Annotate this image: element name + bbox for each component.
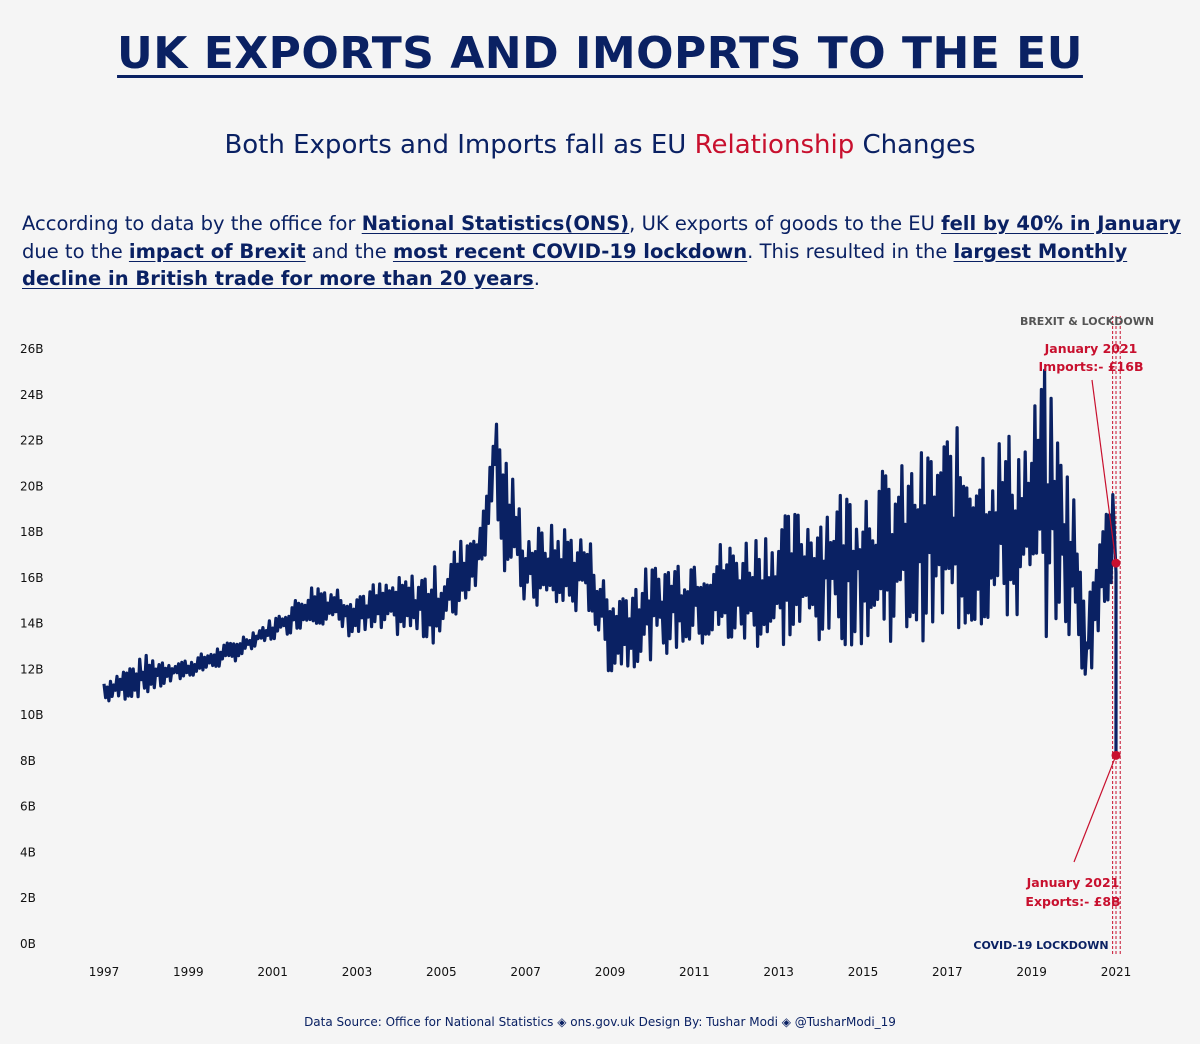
covid-lockdown-label: COVID-19 LOCKDOWN [973, 939, 1108, 952]
intro-emphasis-brexit: impact of Brexit [128, 239, 306, 263]
intro-text: . [533, 267, 540, 290]
series-line [102, 368, 1118, 756]
imports-leader-line [1091, 379, 1117, 564]
y-tick-label: 14B [20, 617, 44, 631]
y-tick-label: 12B [20, 662, 44, 676]
exports-annotation-line1: January 2021 [1026, 875, 1120, 890]
intro-emphasis-fall: fell by 40% in January [941, 212, 1181, 235]
intro-paragraph: According to data by the office for Nati… [22, 210, 1182, 293]
footer-credits: Data Source: Office for National Statist… [304, 1015, 896, 1029]
exports-point [1111, 750, 1121, 760]
x-tick-label: 2007 [510, 965, 541, 979]
x-tick-label: 2005 [426, 965, 457, 979]
series-line-path [102, 368, 1118, 756]
y-tick-label: 16B [20, 571, 44, 585]
y-tick-label: 8B [20, 754, 36, 768]
intro-emphasis-ons: National Statistics(ONS) [361, 212, 630, 235]
y-tick-label: 0B [20, 937, 36, 951]
imports-point [1111, 558, 1121, 568]
y-tick-label: 26B [20, 342, 44, 356]
y-tick-label: 20B [20, 479, 44, 493]
x-tick-label: 1999 [173, 965, 204, 979]
y-tick-label: 24B [20, 388, 44, 402]
y-tick-label: 6B [20, 800, 36, 814]
x-tick-label: 2017 [932, 965, 963, 979]
exports-leader-line [1073, 755, 1117, 863]
imports-annotation-line2: Imports:- £16B [1039, 359, 1144, 374]
intro-text: due to the [22, 239, 129, 263]
x-tick-label: 2001 [257, 965, 288, 979]
x-tick-label: 2015 [848, 965, 879, 979]
x-tick-label: 2011 [679, 965, 710, 979]
intro-text: . This resulted in the [747, 239, 954, 263]
y-tick-label: 2B [20, 891, 36, 905]
y-axis: 0B 2B 4B 6B 8B 10B 12B 14B 16B 18B 20B 22B 24B 26B [20, 342, 44, 951]
intro-emphasis-lockdown: most recent COVID-19 lockdown [392, 239, 748, 263]
imports-annotation-line1: January 2021 [1044, 341, 1138, 356]
chart-subtitle: Both Exports and Imports fall as EU Rela… [0, 130, 1200, 160]
trade-line-chart: 0B 2B 4B 6B 8B 10B 12B 14B 16B 18B 20B 22B 24B 26B 19… [20, 315, 1154, 979]
subtitle-text: Both Exports and Imports fall as EU [224, 130, 695, 160]
y-tick-label: 10B [20, 708, 44, 722]
y-tick-label: 22B [20, 434, 44, 448]
intro-text: According to data by the office for [22, 212, 362, 235]
intro-text: and the [305, 239, 393, 263]
brexit-lockdown-label: BREXIT & LOCKDOWN [1020, 315, 1154, 328]
reference-lines [1112, 316, 1121, 955]
x-tick-label: 2013 [763, 965, 794, 979]
subtitle-text-end: Changes [854, 130, 976, 160]
y-tick-label: 18B [20, 525, 44, 539]
annotations: BREXIT & LOCKDOWN January 2021 Imports:- £… [973, 315, 1154, 952]
x-tick-label: 1997 [89, 965, 120, 979]
x-tick-label: 2003 [342, 965, 373, 979]
chart-title: UK EXPORTS AND IMOPRTS TO THE EU [117, 28, 1083, 79]
x-tick-label: 2021 [1101, 965, 1132, 979]
intro-text: , UK exports of goods to the EU [629, 212, 942, 235]
subtitle-highlight: Relationship [694, 130, 855, 160]
x-axis: 1997 1999 2001 2003 2005 2007 2009 2011 2013 2015… [89, 965, 1132, 979]
exports-annotation-line2: Exports:- £8B [1025, 894, 1120, 909]
x-tick-label: 2019 [1016, 965, 1047, 979]
y-tick-label: 4B [20, 845, 36, 859]
x-tick-label: 2009 [595, 965, 626, 979]
intro-emphasis-decline: largest Monthly decline in British trade… [22, 239, 1128, 291]
